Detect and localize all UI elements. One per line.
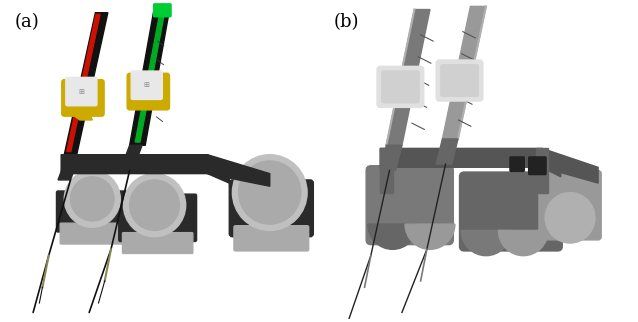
FancyBboxPatch shape — [459, 172, 562, 251]
FancyBboxPatch shape — [122, 232, 193, 253]
FancyBboxPatch shape — [234, 226, 309, 251]
FancyBboxPatch shape — [62, 80, 104, 116]
Polygon shape — [68, 89, 93, 120]
FancyBboxPatch shape — [119, 194, 197, 242]
Text: ⊞: ⊞ — [78, 89, 84, 95]
FancyBboxPatch shape — [510, 157, 524, 171]
Polygon shape — [135, 8, 165, 142]
Polygon shape — [207, 155, 270, 186]
FancyBboxPatch shape — [539, 170, 601, 240]
Polygon shape — [442, 6, 486, 139]
Polygon shape — [380, 148, 561, 177]
Wedge shape — [405, 224, 455, 249]
Circle shape — [232, 155, 307, 231]
Text: ⊞: ⊞ — [144, 82, 150, 88]
FancyBboxPatch shape — [377, 66, 424, 107]
FancyBboxPatch shape — [441, 65, 478, 96]
FancyBboxPatch shape — [66, 77, 97, 106]
Circle shape — [130, 180, 179, 231]
Wedge shape — [461, 231, 511, 256]
Wedge shape — [498, 231, 548, 256]
Circle shape — [70, 177, 114, 221]
FancyBboxPatch shape — [131, 71, 162, 99]
FancyBboxPatch shape — [529, 157, 546, 175]
Wedge shape — [367, 224, 417, 249]
Polygon shape — [130, 6, 170, 145]
Polygon shape — [121, 145, 142, 170]
FancyBboxPatch shape — [382, 71, 419, 103]
Polygon shape — [58, 155, 80, 180]
FancyBboxPatch shape — [60, 223, 124, 244]
Circle shape — [123, 174, 186, 237]
FancyBboxPatch shape — [436, 60, 483, 101]
Polygon shape — [67, 14, 100, 152]
Circle shape — [239, 161, 301, 224]
Polygon shape — [380, 148, 392, 193]
FancyBboxPatch shape — [366, 166, 454, 245]
FancyBboxPatch shape — [127, 73, 170, 110]
Circle shape — [545, 193, 595, 243]
Text: (a): (a) — [15, 13, 39, 31]
Polygon shape — [380, 145, 402, 170]
Polygon shape — [436, 139, 458, 164]
FancyBboxPatch shape — [229, 180, 313, 237]
Polygon shape — [61, 155, 229, 183]
Polygon shape — [536, 148, 548, 193]
Text: (b): (b) — [334, 13, 359, 31]
Circle shape — [64, 170, 121, 227]
FancyBboxPatch shape — [57, 191, 128, 232]
Polygon shape — [387, 10, 430, 145]
FancyBboxPatch shape — [154, 4, 171, 17]
Polygon shape — [64, 13, 108, 155]
Polygon shape — [542, 148, 598, 183]
